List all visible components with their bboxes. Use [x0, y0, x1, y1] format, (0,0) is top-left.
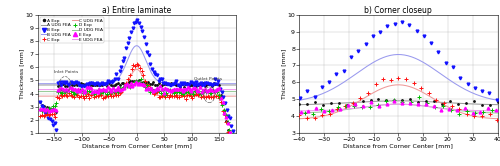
Title: a) Entire laminate: a) Entire laminate	[102, 6, 172, 15]
Title: b) Corner closeup: b) Corner closeup	[364, 6, 432, 15]
X-axis label: Distance from Corner Center [mm]: Distance from Corner Center [mm]	[344, 143, 454, 148]
Y-axis label: Thickness [mm]: Thickness [mm]	[281, 49, 286, 99]
Legend: A Exp, A UDG FEA, B Exp, B UDG FEA, C Exp, C UDG FEA, D Exp, D UDG FEA, E Exp, E: A Exp, A UDG FEA, B Exp, B UDG FEA, C Ex…	[40, 17, 104, 43]
Y-axis label: Thickness [mm]: Thickness [mm]	[19, 49, 24, 99]
Text: Outlet Points: Outlet Points	[194, 77, 222, 81]
X-axis label: Distance from Corner Center [mm]: Distance from Corner Center [mm]	[82, 143, 192, 148]
Text: Inlet Points: Inlet Points	[54, 70, 78, 74]
